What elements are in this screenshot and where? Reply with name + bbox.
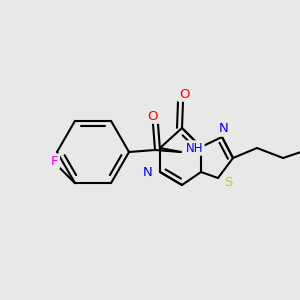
Text: O: O (148, 110, 158, 122)
Text: NH: NH (186, 142, 203, 154)
Text: O: O (179, 88, 189, 100)
Text: N: N (219, 122, 229, 136)
Text: S: S (224, 176, 232, 190)
Text: N: N (143, 166, 153, 178)
Text: F: F (51, 155, 59, 168)
